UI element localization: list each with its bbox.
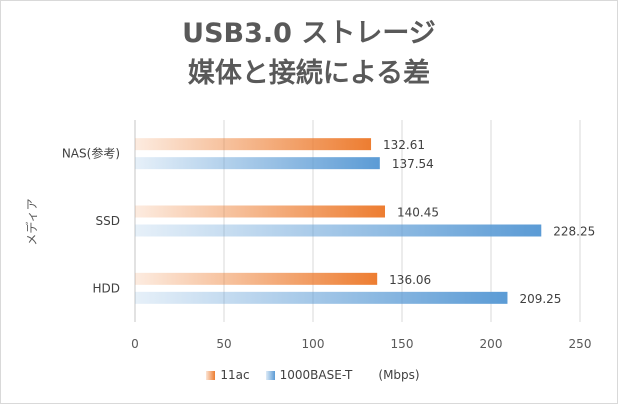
chart-title: USB3.0 ストレージ 媒体と接続による差 (0, 14, 618, 94)
bar-11ac (135, 205, 386, 218)
data-label: 136.06 (389, 273, 431, 287)
bar-11ac (135, 138, 372, 151)
unit-note: (Mbps) (378, 368, 420, 382)
category-label: SSD (96, 214, 120, 228)
legend-item-11ac: 11ac (206, 368, 250, 382)
x-tick-label: 0 (131, 337, 139, 351)
x-tick-label: 250 (569, 337, 592, 351)
category-label: HDD (92, 281, 120, 295)
bar-1000base-t (135, 224, 542, 237)
x-tick-label: 100 (302, 337, 325, 351)
legend-swatch-orange (206, 370, 216, 380)
data-label: 209.25 (519, 292, 561, 306)
data-label: 228.25 (553, 225, 595, 239)
y-axis-label: メディア (24, 198, 39, 245)
category-label: NAS(参考) (62, 146, 120, 161)
legend-item-1000base-t: 1000BASE-T (265, 368, 353, 382)
data-label: 137.54 (392, 157, 434, 171)
x-tick-label: 150 (391, 337, 414, 351)
chart-title-line-2: 媒体と接続による差 (187, 58, 431, 89)
legend-swatch-blue (265, 370, 275, 380)
bar-1000base-t (135, 157, 380, 170)
bar-11ac (135, 272, 378, 285)
data-label: 132.61 (383, 138, 425, 152)
legend: 11ac 1000BASE-T (Mbps) (0, 368, 618, 382)
x-tick-label: 50 (216, 337, 231, 351)
data-label: 140.45 (397, 206, 439, 220)
chart-title-line-1: USB3.0 ストレージ (182, 18, 436, 49)
legend-label-11ac: 11ac (220, 368, 250, 382)
bar-1000base-t (135, 291, 508, 304)
x-tick-label: 200 (480, 337, 503, 351)
legend-label-1000base-t: 1000BASE-T (279, 368, 353, 382)
